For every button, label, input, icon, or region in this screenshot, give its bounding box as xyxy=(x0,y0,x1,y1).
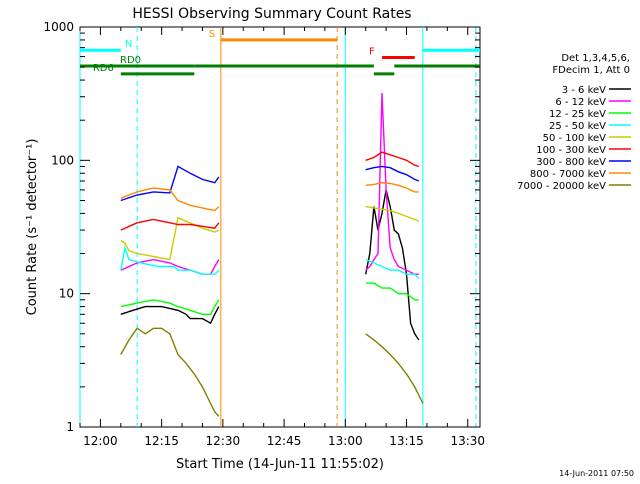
series-lines xyxy=(120,92,424,417)
legend-label-1: 6 - 12 keV xyxy=(555,97,606,108)
y-tick-label-2: 100 xyxy=(51,153,74,167)
legend-label-2: 12 - 25 keV xyxy=(549,109,606,120)
y-axis-label: Count Rate (s⁻¹ detector⁻¹) xyxy=(25,139,40,316)
state-label-f: F xyxy=(369,47,375,58)
series-line-0-1 xyxy=(365,189,420,341)
legend-label-0: 3 - 6 keV xyxy=(562,85,606,96)
axes: 12:00 12:15 12:30 12:45 13:00 13:15 13:30 1 10 10… xyxy=(43,20,485,448)
series-line-7-1 xyxy=(365,181,419,193)
y-tick-label-3: 1000 xyxy=(43,20,74,34)
x-tick-label-5: 13:15 xyxy=(389,434,424,448)
chart-title: HESSI Observing Summary Count Rates xyxy=(132,6,411,22)
series-line-3-1 xyxy=(365,258,420,279)
legend-label-6: 300 - 800 keV xyxy=(536,157,606,168)
series-line-6-0 xyxy=(120,165,220,202)
legend-label-7: 800 - 7000 keV xyxy=(530,169,606,180)
legend-header-1: FDecim 1, Att 0 xyxy=(552,65,630,76)
series-line-2-1 xyxy=(365,282,419,301)
x-tick-label-1: 12:15 xyxy=(144,434,179,448)
legend-header-0: Det 1,3,4,5,6, xyxy=(561,53,630,64)
state-label-s: S xyxy=(209,29,215,40)
legend-label-4: 50 - 100 keV xyxy=(543,133,607,144)
series-line-6-1 xyxy=(365,165,420,182)
state-markers xyxy=(79,27,477,427)
state-label-rd6: RD6 xyxy=(93,63,114,74)
state-label-n: N xyxy=(125,39,132,50)
series-line-8-0 xyxy=(120,327,220,417)
state-label-rd0: RD0 xyxy=(120,55,141,66)
series-line-5-0 xyxy=(120,218,220,231)
series-line-4-0 xyxy=(120,216,220,261)
series-line-2-0 xyxy=(120,299,220,315)
x-tick-label-4: 13:00 xyxy=(328,434,363,448)
x-tick-label-2: 12:30 xyxy=(206,434,241,448)
y-tick-label-0: 1 xyxy=(66,420,74,434)
series-line-5-1 xyxy=(365,151,419,168)
x-tick-label-3: 12:45 xyxy=(267,434,302,448)
series-line-0-0 xyxy=(120,305,220,325)
series-line-1-0 xyxy=(120,258,220,275)
series-line-7-0 xyxy=(120,187,220,212)
legend-label-3: 25 - 50 keV xyxy=(549,121,606,132)
series-line-4-1 xyxy=(365,205,420,222)
legend-label-5: 100 - 300 keV xyxy=(536,145,606,156)
series-line-8-1 xyxy=(365,333,424,404)
series-line-3-0 xyxy=(120,245,220,275)
legend: Det 1,3,4,5,6,FDecim 1, Att 0 3 - 6 keV6 … xyxy=(517,53,631,192)
legend-label-8: 7000 - 20000 keV xyxy=(517,181,606,192)
plot-frame xyxy=(79,26,481,428)
state-bars: N S F RD0 RD6 xyxy=(80,29,480,76)
x-tick-label-6: 13:30 xyxy=(450,434,485,448)
y-tick-label-1: 10 xyxy=(59,287,74,301)
x-tick-label-0: 12:00 xyxy=(83,434,118,448)
x-axis-label: Start Time (14-Jun-11 11:55:02) xyxy=(176,457,384,472)
series-line-1-1 xyxy=(365,92,419,275)
footer-timestamp: 14-Jun-2011 07:50 xyxy=(559,469,634,478)
